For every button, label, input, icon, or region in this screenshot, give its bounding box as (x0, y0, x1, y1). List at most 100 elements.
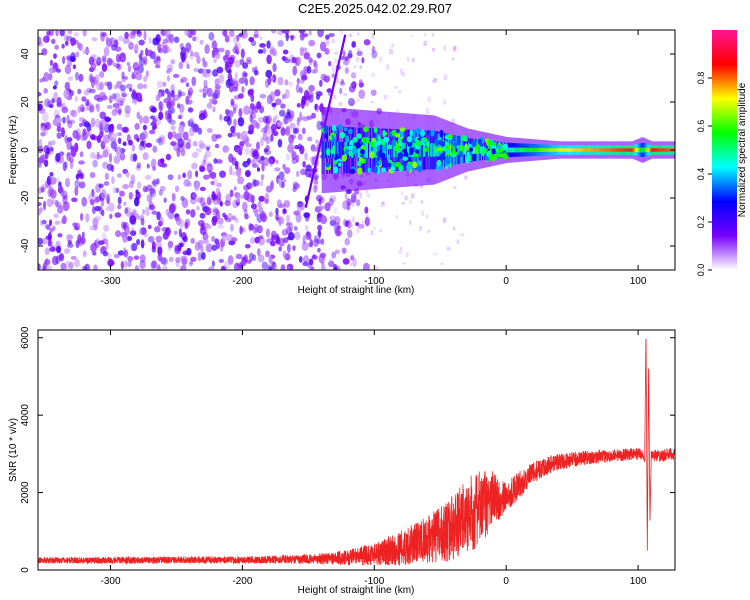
spectrogram-cell (267, 76, 272, 86)
spectrogram-band-core (516, 147, 519, 153)
spectrogram-cell (113, 253, 120, 259)
spectrogram-cell (409, 220, 412, 225)
spectrogram-band-core (380, 142, 383, 158)
spectrogram-cell (186, 138, 192, 145)
spectrogram-cell (198, 139, 204, 148)
spectrogram-cell (73, 225, 80, 231)
spectrogram-band-core (549, 148, 552, 152)
spectrogram-cell (111, 176, 115, 185)
spectrogram-cell (66, 152, 70, 157)
spectrogram-cell (257, 254, 265, 263)
spectrogram-band-core (546, 148, 548, 152)
spectrogram-cell (275, 159, 279, 164)
spectrogram-cell (277, 177, 281, 184)
spectrogram-cell (399, 127, 406, 132)
spectrogram-cell (444, 149, 451, 154)
spectrogram-cell (173, 36, 180, 43)
spectrogram-cell (136, 162, 142, 169)
spectrogram-cell (432, 79, 435, 83)
spectrogram-cell (104, 172, 109, 181)
spectrogram-cell (71, 197, 78, 203)
spectrogram-cell (162, 38, 168, 44)
spectrogram-cell (469, 147, 473, 152)
spectrogram-cell (43, 122, 50, 128)
spectrogram-cell (113, 155, 121, 164)
spectrogram-cell (302, 116, 310, 122)
spectrogram-cell (331, 64, 334, 70)
spectrogram-band-core (620, 148, 622, 152)
spectrogram-cell (301, 127, 306, 135)
spectrogram-cell (215, 187, 221, 196)
spectrogram-cell (415, 140, 422, 147)
spectrogram-cell (241, 130, 248, 141)
spectrogram-cell (381, 152, 386, 161)
spectrogram-cell (465, 155, 470, 164)
spectrogram-cell (218, 258, 224, 264)
spectrogram-cell (136, 30, 141, 35)
spectrogram-cell (199, 39, 204, 45)
spectrogram-cell (243, 105, 251, 115)
spectrogram-cell (312, 253, 316, 259)
spectrogram-cell (349, 140, 354, 146)
spectrogram-cell (246, 192, 253, 203)
spectrogram-cell (238, 107, 243, 118)
spectrogram-cell (308, 56, 313, 66)
spectrogram-cell (248, 36, 255, 43)
spectrogram-cell (162, 231, 169, 240)
spectrogram-cell (236, 169, 242, 178)
spectrogram-band-core (526, 147, 528, 153)
spectrogram-cell (151, 260, 158, 269)
spectrogram-cell (53, 109, 60, 119)
spectrogram-cell (492, 142, 497, 147)
spectrogram-cell (65, 40, 69, 46)
spectrogram-cell (94, 74, 100, 83)
spectrogram-cell (120, 221, 127, 230)
spectrogram-cell (355, 199, 361, 207)
spectrogram-cell (434, 147, 438, 154)
spectrogram-cell (202, 68, 208, 78)
spectrogram-cell (202, 60, 208, 68)
spectrogram-cell (398, 89, 402, 94)
colorbar-tick-label: 0.2 (696, 216, 706, 229)
spectrogram-band-core (659, 148, 661, 152)
spectrogram-cell (62, 116, 66, 124)
spectrogram-cell (224, 61, 229, 71)
spectrogram-cell (304, 152, 308, 161)
spectrogram-cell (51, 38, 56, 45)
spectrogram-cell (147, 235, 155, 243)
spectrogram-cell (235, 253, 243, 260)
spectrogram-band-core (610, 148, 613, 152)
spectrogram-cell (333, 207, 337, 214)
spectrogram-cell (90, 242, 97, 253)
spectrogram-cell (157, 248, 162, 256)
spectrogram-cell (190, 237, 195, 244)
spectrogram-cell (124, 260, 128, 269)
spectrogram-cell (401, 191, 404, 196)
spectrogram-cell (389, 48, 393, 55)
spectrogram-cell (205, 243, 213, 253)
spectrogram-band-core (557, 148, 560, 152)
spectrogram-cell (367, 194, 371, 198)
spectrogram-cell (226, 234, 233, 242)
spectrogram-band-core (577, 148, 580, 152)
spectrogram-cell (341, 247, 347, 254)
spectrogram-cell (177, 89, 182, 98)
spectrogram-cell (406, 163, 412, 172)
spectrogram-cell (268, 158, 273, 167)
spectrogram-cell (382, 129, 386, 138)
spectrogram-band-core (462, 145, 465, 155)
spectrogram-cell (453, 45, 456, 50)
spectrogram-cell (427, 96, 431, 102)
spectrogram-cell (237, 117, 245, 127)
spectrogram-cell (318, 253, 326, 264)
spectrogram-cell (185, 209, 191, 215)
spectrogram-cell (299, 32, 305, 41)
spectrogram-cell (158, 136, 163, 146)
spectrogram-cell (443, 74, 448, 81)
snr-line (38, 338, 675, 566)
x-tick-label: -300 (101, 576, 121, 587)
spectrogram-cell (286, 117, 292, 123)
spectrogram-cell (351, 41, 357, 48)
spectrogram-cell (44, 247, 50, 256)
spectrogram-cell (115, 230, 121, 238)
